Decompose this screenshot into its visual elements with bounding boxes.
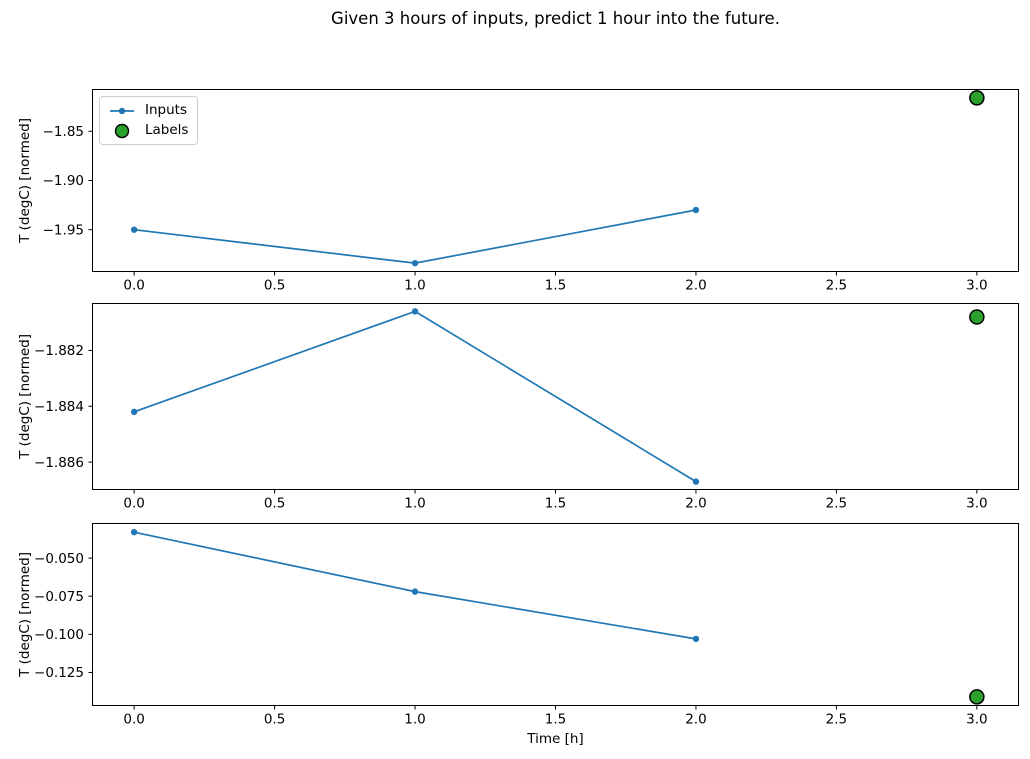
x-tick-label: 1.5 [545,278,566,294]
axes-frame [92,523,1019,706]
x-tick-label: 1.5 [545,496,566,512]
x-tick-label: 2.0 [685,712,706,728]
inputs-marker [692,206,700,214]
subplot-1: T (degC) [normed] 0.0 0.5 1.0 1.5 2.0 2.5 3.0 −… [17,89,1019,294]
y-tick-label: −1.95 [43,222,84,238]
inputs-line-marker-icon [110,107,134,114]
x-tick-label: 2.0 [685,496,706,512]
x-tick-label: 0.5 [264,712,285,728]
y-tick-label: −1.882 [34,343,84,359]
x-tick-label: 3.0 [966,712,987,728]
figure-title: Given 3 hours of inputs, predict 1 hour … [331,9,780,28]
y-tick-label: −0.075 [34,589,84,605]
x-tick-label: 1.5 [545,712,566,728]
axes-frame [92,303,1019,490]
legend-item-labels: Labels [108,122,188,139]
labels-marker [969,689,985,705]
y-axis-label: T (degC) [normed] [17,334,33,459]
inputs-line [133,209,697,264]
y-tick-label: −1.884 [34,399,84,415]
y-tick-label: −1.90 [43,173,84,189]
labels-marker [969,309,985,325]
legend-label-inputs: Inputs [145,102,187,118]
x-tick-label: 0.5 [264,278,285,294]
subplot-2: T (degC) [normed] 0.0 0.5 1.0 1.5 2.0 2.5 3.0 −… [17,303,1019,512]
x-tick-label: 0.5 [264,496,285,512]
x-tick-label: 0.0 [123,712,144,728]
inputs-marker [130,226,138,233]
labels-marker [969,90,985,106]
inputs-marker [130,408,138,416]
inputs-marker [411,259,419,267]
inputs-marker [411,588,419,595]
x-tick-label: 2.0 [685,278,706,294]
y-tick-label: −0.125 [34,665,84,681]
plot-area-3: 0.0 0.5 1.0 1.5 2.0 2.5 3.0 −0.050 −0.075 −0.100 −… [34,523,1019,728]
x-tick-label: 3.0 [966,496,987,512]
y-tick-label: −0.050 [34,551,84,567]
x-tick-label: 2.5 [826,278,847,294]
x-tick-label: 3.0 [966,278,987,294]
plot-area-1: 0.0 0.5 1.0 1.5 2.0 2.5 3.0 −1.85 −1.90 −1.95 [43,89,1019,294]
inputs-marker [411,308,419,315]
legend: Inputs Labels [99,96,199,145]
inputs-line [133,310,697,483]
labels-circle-marker-icon [114,123,130,138]
inputs-line [133,531,697,640]
x-tick-label: 0.0 [123,496,144,512]
plot-area-2: 0.0 0.5 1.0 1.5 2.0 2.5 3.0 −1.882 −1.884 −1.886 [34,303,1019,512]
x-tick-label: 2.5 [826,496,847,512]
subplot-3: T (degC) [normed] 0.0 0.5 1.0 1.5 2.0 2.5 3.0 −… [17,523,1019,728]
y-axis-label: T (degC) [normed] [17,552,33,677]
y-axis-label-wrap: T (degC) [normed] [12,89,38,272]
y-tick-label: −0.100 [34,627,84,643]
x-tick-label: 0.0 [123,278,144,294]
legend-label-labels: Labels [145,122,189,138]
inputs-marker [692,478,700,485]
inputs-marker [692,635,700,643]
axes-frame [92,89,1019,272]
x-tick-label: 1.0 [404,278,425,294]
x-tick-label: 2.5 [826,712,847,728]
y-tick-label: −1.886 [34,455,84,471]
x-tick-label: 1.0 [404,712,425,728]
x-tick-label: 1.0 [404,496,425,512]
x-axis-label: Time [h] [527,731,584,747]
legend-item-inputs: Inputs [108,102,188,119]
y-tick-label: −1.85 [43,124,84,140]
inputs-marker [130,528,138,536]
y-axis-label: T (degC) [normed] [17,118,33,243]
